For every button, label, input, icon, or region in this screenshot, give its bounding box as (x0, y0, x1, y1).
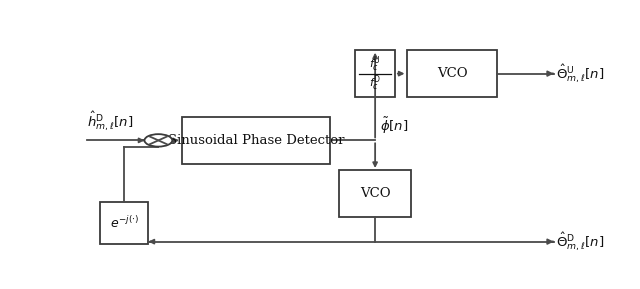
Bar (339, 171, 411, 217)
Text: $f^{\mathrm{U}}_c$: $f^{\mathrm{U}}_c$ (369, 54, 381, 74)
Text: $\hat{h}^{\mathrm{D}}_{m,\ell}[n]$: $\hat{h}^{\mathrm{D}}_{m,\ell}[n]$ (88, 109, 134, 133)
Text: VCO: VCO (436, 67, 467, 80)
Text: Sinusoidal Phase Detector: Sinusoidal Phase Detector (168, 134, 344, 147)
Bar (182, 117, 330, 164)
Circle shape (145, 134, 172, 147)
Text: $\hat{\Theta}^{\mathrm{U}}_{m,\ell}[n]$: $\hat{\Theta}^{\mathrm{U}}_{m,\ell}[n]$ (556, 62, 604, 85)
Text: $\hat{\Theta}^{\mathrm{D}}_{m,\ell}[n]$: $\hat{\Theta}^{\mathrm{D}}_{m,\ell}[n]$ (556, 230, 604, 253)
Text: $e^{-j(\cdot)}$: $e^{-j(\cdot)}$ (109, 215, 139, 231)
Text: VCO: VCO (360, 187, 390, 200)
Bar (408, 50, 497, 97)
Bar (100, 202, 148, 244)
Text: $f^{\mathrm{D}}_c$: $f^{\mathrm{D}}_c$ (369, 73, 381, 93)
Bar (355, 50, 395, 97)
Text: $\tilde{\phi}[n]$: $\tilde{\phi}[n]$ (380, 115, 408, 136)
